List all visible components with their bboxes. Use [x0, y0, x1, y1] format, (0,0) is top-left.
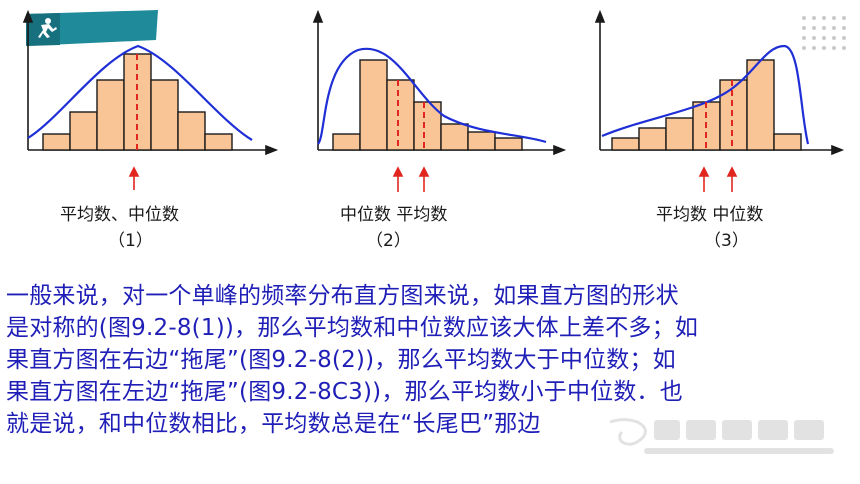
- paragraph-line: 一般来说，对一个单峰的频率分布直方图来说，如果直方图的形状: [6, 283, 679, 309]
- bar: [773, 133, 802, 151]
- bar: [440, 123, 469, 151]
- distribution-curve: [601, 44, 810, 145]
- logo-badge: [26, 10, 158, 46]
- running-person-icon: [38, 18, 57, 38]
- bar: [204, 133, 233, 151]
- paragraph-line: 果直方图在左边“拖尾”(图9.2-8C3))，那么平均数小于中位数．也: [6, 379, 683, 405]
- histogram-bars: [611, 59, 802, 151]
- bar: [467, 131, 496, 151]
- figure-3-number: （3）: [704, 231, 749, 251]
- bar: [638, 127, 667, 151]
- arrow-icon: [128, 166, 140, 190]
- 21cnjy-watermark: [609, 418, 834, 454]
- figure-2-number: （2）: [366, 231, 411, 251]
- arrow-icon: [698, 166, 738, 192]
- bar: [665, 117, 694, 151]
- bar: [494, 137, 523, 151]
- figure-1-number: （1）: [108, 231, 153, 251]
- distribution-curve: [317, 47, 547, 145]
- bar: [69, 111, 98, 151]
- figure-2-caption: 中位数 平均数: [340, 205, 448, 225]
- figure-3-caption: 平均数 中位数: [656, 205, 764, 225]
- paragraph-line: 就是说，和中位数相比，平均数总是在“长尾巴”那边: [6, 411, 541, 437]
- histogram-right-skew: [312, 9, 567, 192]
- arrow-icon: [392, 166, 430, 192]
- bar: [611, 137, 640, 151]
- distribution-curve: [27, 44, 253, 141]
- bar: [332, 133, 361, 151]
- bar: [359, 59, 388, 151]
- histogram-symmetric: [22, 9, 279, 190]
- bar: [746, 59, 775, 151]
- bar: [150, 79, 179, 151]
- histogram-left-skew: [594, 9, 845, 192]
- histogram-bars: [332, 59, 523, 151]
- dot-grid-icon: [802, 16, 846, 50]
- figure-1-caption: 平均数、中位数: [60, 205, 179, 225]
- bar: [96, 79, 125, 151]
- bar: [42, 133, 71, 151]
- bar: [177, 111, 206, 151]
- paragraph-line: 果直方图在右边“拖尾”(图9.2-8(2))，那么平均数大于中位数；如: [6, 347, 676, 373]
- bar: [719, 79, 748, 151]
- explanation-paragraph: 一般来说，对一个单峰的频率分布直方图来说，如果直方图的形状 是对称的(图9.2-…: [6, 280, 856, 440]
- paragraph-line: 是对称的(图9.2-8(1))，那么平均数和中位数应该大体上差不多；如: [6, 315, 699, 341]
- bar: [386, 79, 415, 151]
